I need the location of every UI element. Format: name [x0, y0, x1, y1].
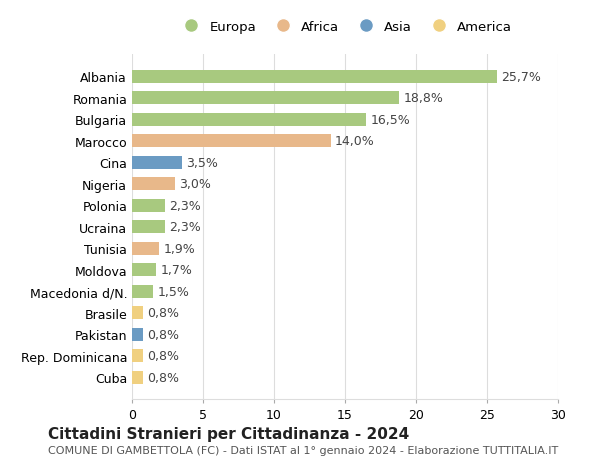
Bar — [132, 92, 399, 105]
Bar — [132, 328, 143, 341]
Text: 3,0%: 3,0% — [179, 178, 211, 191]
Text: 14,0%: 14,0% — [335, 135, 375, 148]
Text: 0,8%: 0,8% — [148, 349, 179, 362]
Bar — [132, 221, 164, 234]
Text: 16,5%: 16,5% — [371, 113, 410, 127]
Text: 0,8%: 0,8% — [148, 307, 179, 319]
Text: 2,3%: 2,3% — [169, 221, 200, 234]
Bar — [132, 349, 143, 362]
Text: 18,8%: 18,8% — [403, 92, 443, 105]
Text: 3,5%: 3,5% — [186, 157, 218, 169]
Text: 1,5%: 1,5% — [158, 285, 190, 298]
Text: 1,9%: 1,9% — [163, 242, 195, 255]
Bar — [132, 285, 154, 298]
Bar — [132, 113, 366, 127]
Bar — [132, 157, 182, 169]
Bar — [132, 178, 175, 191]
Bar — [132, 263, 156, 276]
Bar — [132, 199, 164, 212]
Bar — [132, 371, 143, 384]
Bar — [132, 135, 331, 148]
Text: 1,7%: 1,7% — [160, 263, 192, 277]
Text: 0,8%: 0,8% — [148, 371, 179, 384]
Bar — [132, 307, 143, 319]
Text: 0,8%: 0,8% — [148, 328, 179, 341]
Text: 25,7%: 25,7% — [501, 71, 541, 84]
Bar — [132, 71, 497, 84]
Text: COMUNE DI GAMBETTOLA (FC) - Dati ISTAT al 1° gennaio 2024 - Elaborazione TUTTITA: COMUNE DI GAMBETTOLA (FC) - Dati ISTAT a… — [48, 446, 558, 455]
Legend: Europa, Africa, Asia, America: Europa, Africa, Asia, America — [174, 17, 516, 38]
Bar — [132, 242, 159, 255]
Text: Cittadini Stranieri per Cittadinanza - 2024: Cittadini Stranieri per Cittadinanza - 2… — [48, 426, 409, 442]
Text: 2,3%: 2,3% — [169, 199, 200, 212]
